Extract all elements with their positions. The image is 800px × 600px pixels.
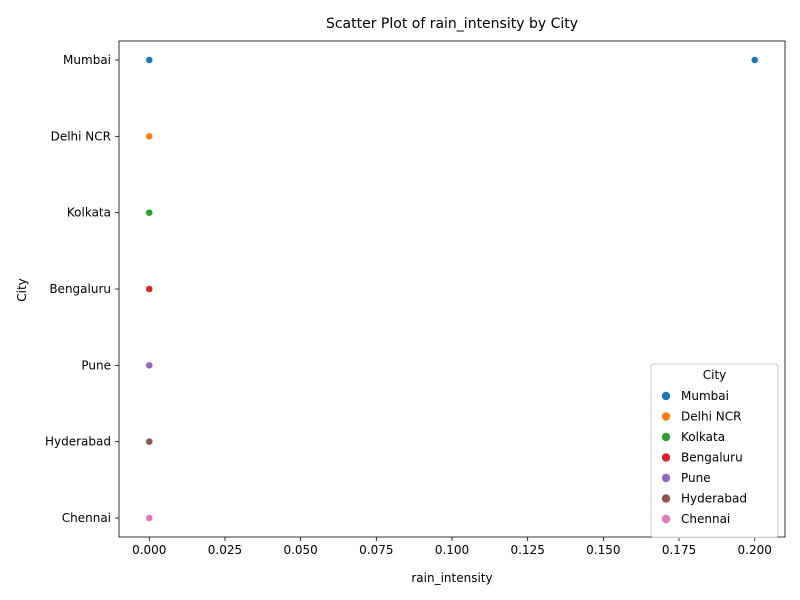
y-tick-label: Delhi NCR bbox=[51, 129, 111, 143]
y-tick-label: Mumbai bbox=[63, 53, 111, 67]
x-tick-label: 0.175 bbox=[662, 543, 696, 557]
x-axis-label: rain_intensity bbox=[411, 571, 492, 585]
data-point-mumbai-1 bbox=[750, 56, 759, 64]
x-tick-label: 0.000 bbox=[132, 543, 166, 557]
y-axis-label: City bbox=[15, 278, 29, 302]
legend-title: City bbox=[703, 368, 727, 382]
legend-marker bbox=[661, 412, 671, 421]
data-point-pune-0 bbox=[145, 361, 154, 370]
x-axis-ticks: 0.000 0.025 0.050 0.075 0.100 0.125 0.150 0.175… bbox=[132, 537, 772, 557]
legend: City Mumbai Delhi NCR Kolkata Bengaluru Pune H… bbox=[650, 363, 779, 538]
y-tick-label: Bengaluru bbox=[49, 282, 111, 296]
data-point-delhi-ncr-0 bbox=[145, 132, 154, 141]
data-point-mumbai-0 bbox=[145, 56, 154, 64]
legend-marker bbox=[661, 514, 671, 524]
x-tick-label: 0.100 bbox=[435, 543, 469, 557]
legend-marker bbox=[661, 432, 671, 442]
legend-marker bbox=[661, 391, 671, 401]
legend-box bbox=[650, 363, 779, 538]
x-tick-label: 0.150 bbox=[586, 543, 620, 557]
y-tick-label: Pune bbox=[81, 358, 111, 372]
legend-entry: Mumbai bbox=[681, 389, 729, 403]
y-tick-label: Hyderabad bbox=[45, 435, 111, 449]
x-tick-label: 0.075 bbox=[359, 543, 393, 557]
legend-entry: Bengaluru bbox=[681, 451, 743, 465]
data-point-bengaluru-0 bbox=[145, 285, 154, 293]
x-tick-label: 0.050 bbox=[283, 543, 317, 557]
chart-title: Scatter Plot of rain_intensity by City bbox=[326, 16, 578, 32]
data-point-hyderabad-0 bbox=[145, 437, 154, 446]
legend-entry: Chennai bbox=[681, 512, 730, 526]
y-tick-label: Chennai bbox=[62, 511, 111, 525]
legend-entry: Kolkata bbox=[681, 430, 725, 444]
x-tick-label: 0.200 bbox=[738, 543, 772, 557]
legend-marker bbox=[661, 473, 671, 483]
legend-entry: Delhi NCR bbox=[681, 410, 741, 424]
legend-marker bbox=[661, 453, 671, 462]
legend-marker bbox=[661, 494, 671, 503]
y-axis-ticks: Mumbai Delhi NCR Kolkata Bengaluru Pune Hyder… bbox=[45, 53, 119, 525]
x-tick-label: 0.125 bbox=[511, 543, 545, 557]
legend-entry: Hyderabad bbox=[681, 492, 747, 506]
data-point-chennai-0 bbox=[145, 514, 154, 522]
data-point-kolkata-0 bbox=[145, 208, 154, 217]
x-tick-label: 0.025 bbox=[208, 543, 242, 557]
legend-entry: Pune bbox=[681, 471, 711, 485]
y-tick-label: Kolkata bbox=[67, 206, 111, 220]
